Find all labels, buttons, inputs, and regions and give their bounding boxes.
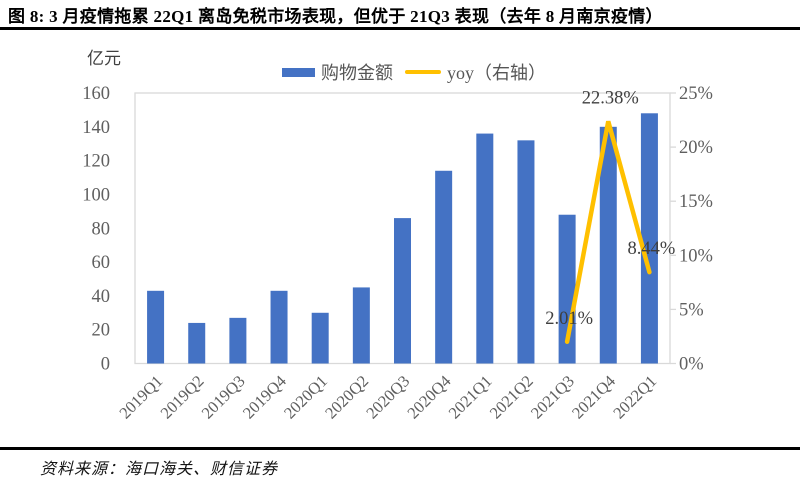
bar-2020Q3 [394,218,411,364]
bar-2021Q1 [476,133,494,364]
footer-divider-line [0,447,800,450]
bar-2019Q2 [188,322,206,364]
x-axis-label-2020Q4: 2020Q4 [403,371,454,422]
bar-2020Q1 [311,312,329,364]
legend-bar-label: 购物金额 [321,63,393,83]
x-axis-label-2020Q2: 2020Q2 [321,371,372,422]
legend-item-line-series: yoy（右轴） [405,59,546,85]
bar-2021Q2 [517,140,535,364]
chart-title: 图 8: 3 月疫情拖累 22Q1 离岛免税市场表现，但优于 21Q3 表现（去… [8,7,663,26]
right-axis-tick-label: 25% [679,84,713,104]
left-axis-tick-label: 120 [82,152,110,172]
x-axis-label-2021Q1: 2021Q1 [445,371,496,422]
bar-2019Q4 [270,290,288,364]
right-axis-tick-label: 10% [679,246,713,266]
right-axis-tick-label: 15% [679,192,713,212]
x-axis-label-2020Q3: 2020Q3 [362,371,413,422]
left-axis-tick-label: 160 [82,84,110,104]
x-axis-label-2019Q2: 2019Q2 [157,371,208,422]
yoy-data-label-2022Q1: 8.44% [628,239,676,259]
legend-item-bar-series: 购物金额 [282,59,393,85]
line-series-swatch-icon [405,70,441,74]
bar-series-swatch-icon [282,67,315,77]
chart-legend: 购物金额 yoy（右轴） [282,60,546,84]
left-axis-unit-label: 亿元 [87,49,121,68]
right-axis-tick-label: 5% [679,300,704,320]
title-divider-line [0,27,800,30]
yoy-data-label-2021Q3: 2.01% [545,309,593,329]
left-axis-tick-label: 80 [92,219,111,239]
bar-2019Q1 [147,290,165,364]
yoy-line [564,120,652,345]
right-axis-tick-label: 20% [679,138,713,158]
left-axis-tick-label: 20 [92,321,111,341]
bar-2020Q2 [352,287,370,364]
source-note: 资料来源：海口海关、财信证券 [40,461,279,478]
x-axis-label-2021Q4: 2021Q4 [568,371,619,422]
right-axis-tick-label: 0% [679,355,704,375]
yoy-data-label-2021Q4: 22.38% [582,88,639,108]
x-axis-label-2019Q1: 2019Q1 [115,371,166,422]
bar-2022Q1 [640,113,658,364]
left-axis-tick-label: 60 [92,253,111,273]
x-axis-label-2021Q3: 2021Q3 [527,371,578,422]
left-axis-tick-label: 100 [82,185,110,205]
x-axis-label-2019Q3: 2019Q3 [198,371,249,422]
left-axis-tick-label: 40 [92,287,111,307]
legend-line-label: yoy（右轴） [447,63,546,83]
x-axis-label-2021Q2: 2021Q2 [486,371,537,422]
x-axis-label-2022Q1: 2022Q1 [609,371,660,422]
bar-2019Q3 [229,317,247,364]
left-axis-tick-label: 0 [101,355,110,375]
x-axis-label-2019Q4: 2019Q4 [239,371,290,422]
bar-2020Q4 [435,170,453,364]
x-axis-label-2020Q1: 2020Q1 [280,371,331,422]
left-axis-tick-label: 140 [82,118,110,138]
bar-2021Q4 [599,126,617,364]
